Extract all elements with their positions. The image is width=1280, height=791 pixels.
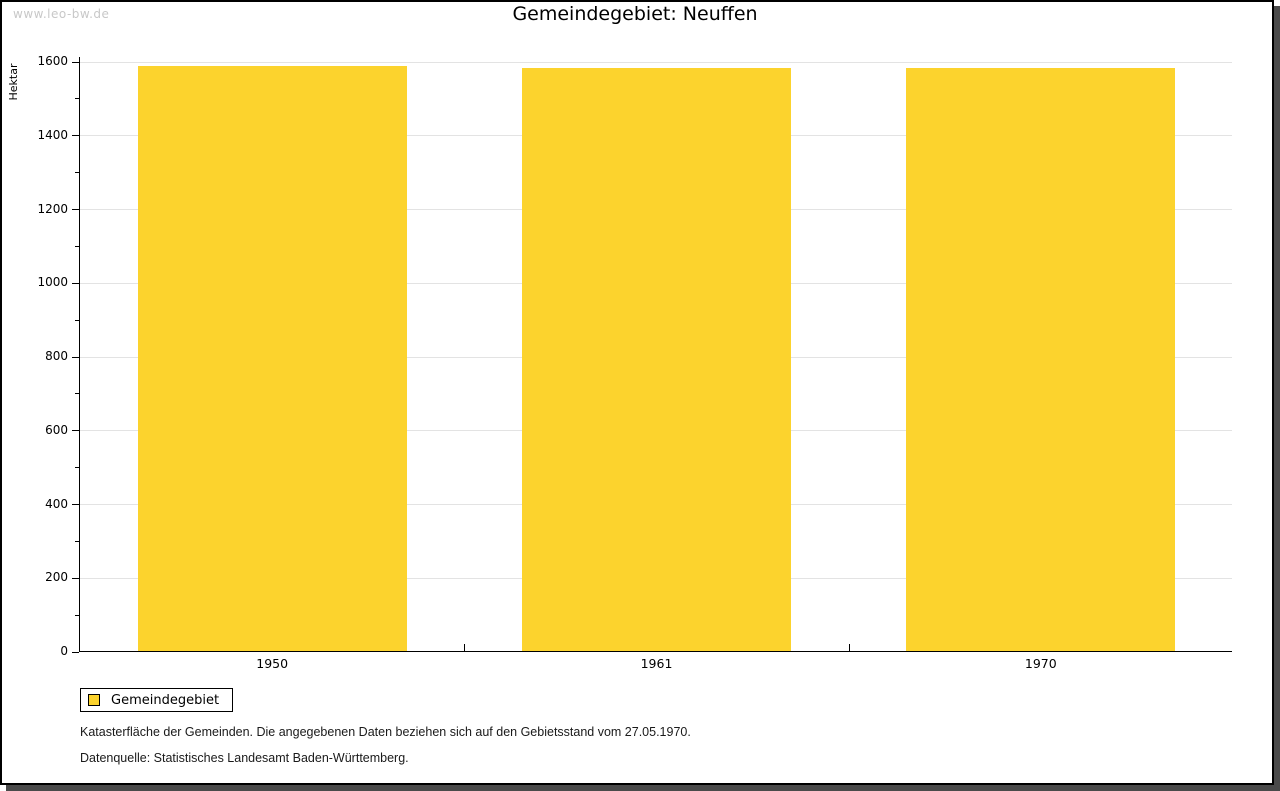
legend-box: Gemeindegebiet bbox=[80, 688, 234, 712]
y-major-tick-400 bbox=[72, 504, 79, 505]
y-tick-label-1400: 1400 bbox=[37, 127, 68, 142]
y-axis-title: Hektar bbox=[7, 63, 20, 101]
y-tick-label-0: 0 bbox=[60, 644, 68, 658]
bar-1970 bbox=[906, 68, 1176, 651]
y-tick-label-1600: 1600 bbox=[37, 54, 68, 68]
y-major-tick-1400 bbox=[72, 135, 79, 137]
legend-label: Gemeindegebiet bbox=[111, 692, 220, 708]
plot-area: 0 200 400 600 800 1000 1200 1400 1600 1950 1961 197… bbox=[37, 54, 1232, 671]
y-tick-label-800: 800 bbox=[45, 349, 68, 363]
x-boundary-tick-2 bbox=[848, 644, 850, 651]
y-major-tick-0 bbox=[72, 651, 79, 653]
y-minor-tick-1300 bbox=[75, 172, 79, 174]
y-minor-tick-300 bbox=[75, 540, 79, 542]
y-minor-tick-1100 bbox=[75, 245, 79, 247]
y-major-tick-800 bbox=[72, 356, 79, 358]
legend-swatch-icon bbox=[88, 694, 100, 706]
x-tick-label-1970: 1970 bbox=[1024, 656, 1057, 671]
gridline-1600 bbox=[80, 61, 1232, 63]
x-tick-label-1961: 1961 bbox=[640, 656, 673, 671]
y-major-tick-1200 bbox=[72, 209, 79, 210]
y-minor-tick-1500 bbox=[75, 98, 79, 100]
x-tick-label-1950: 1950 bbox=[256, 656, 289, 671]
bar-1950 bbox=[137, 65, 407, 651]
y-minor-tick-500 bbox=[75, 467, 79, 469]
y-minor-tick-900 bbox=[75, 319, 79, 321]
watermark-leo-bw: www.leo-bw.de bbox=[13, 7, 110, 21]
x-boundary-tick-1 bbox=[464, 644, 466, 651]
y-tick-label-600: 600 bbox=[45, 422, 68, 437]
y-tick-label-400: 400 bbox=[45, 496, 68, 511]
y-tick-label-200: 200 bbox=[45, 570, 68, 585]
y-minor-tick-100 bbox=[75, 614, 79, 616]
y-major-tick-1000 bbox=[72, 282, 79, 284]
footnote-source: Datenquelle: Statistisches Landesamt Bad… bbox=[80, 751, 409, 765]
y-major-tick-600 bbox=[72, 430, 79, 432]
y-tick-label-1000: 1000 bbox=[37, 275, 68, 290]
bar-1961 bbox=[522, 68, 791, 651]
y-minor-tick-700 bbox=[75, 393, 79, 395]
y-major-tick-200 bbox=[72, 577, 79, 579]
y-tick-label-1200: 1200 bbox=[37, 201, 68, 216]
y-major-tick-1600 bbox=[72, 61, 79, 63]
footnote-description: Katasterfläche der Gemeinden. Die angege… bbox=[80, 725, 691, 739]
chart-title: Gemeindegebiet: Neuffen bbox=[512, 3, 758, 25]
